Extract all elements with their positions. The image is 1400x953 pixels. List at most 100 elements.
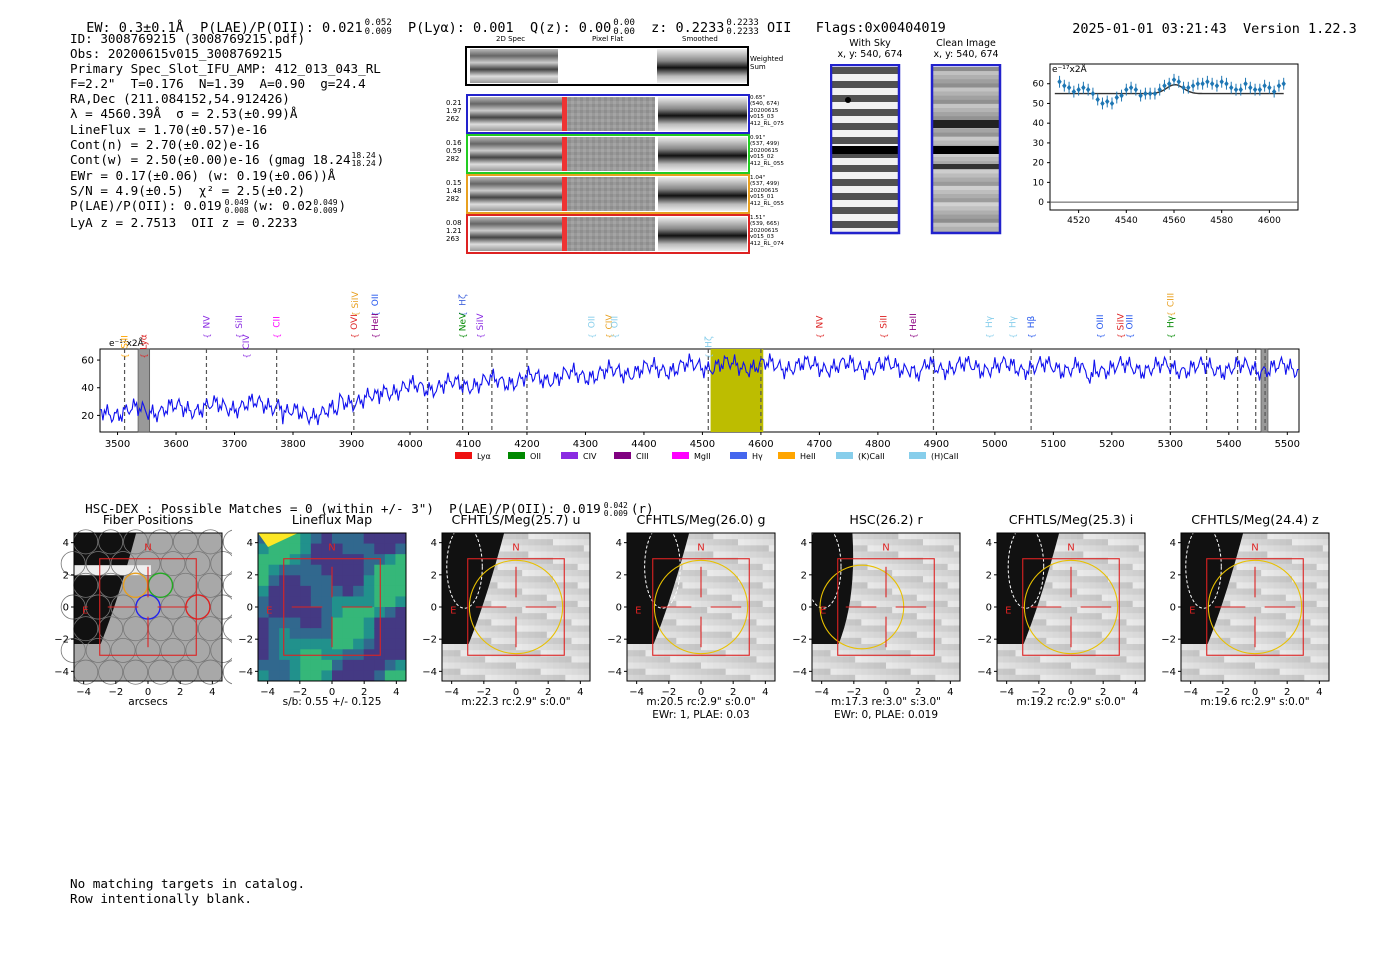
zoom-data-point bbox=[1152, 90, 1158, 97]
hsc-band: (r) bbox=[630, 501, 654, 516]
panel-ytick: 0 bbox=[616, 603, 622, 614]
cutout-meta: 1.51" bbox=[750, 215, 766, 221]
spectrum-line-brace: { bbox=[815, 333, 824, 338]
info-plae-w: (w: 0.02 bbox=[251, 198, 313, 214]
cutout-row bbox=[466, 174, 750, 214]
north-label: N bbox=[1067, 543, 1074, 554]
info-plae-w-sup: 0.049 bbox=[313, 197, 338, 207]
info-lambda: λ = 4560.39Å σ = 2.53(±0.99)Å bbox=[70, 106, 298, 122]
panel-xtick: 4 bbox=[762, 687, 768, 698]
east-label: E bbox=[1005, 605, 1011, 616]
info-contw-close: ) bbox=[376, 151, 385, 167]
panel-image: N E −4 −4 −2 −2 0 0 2 2 4 4 bbox=[1161, 529, 1330, 698]
cutout-meta: 20200615 bbox=[750, 147, 779, 154]
panel-image: N E −4 −4 −2 −2 0 0 2 2 4 4 bbox=[422, 529, 591, 698]
zoom-xtick: 4520 bbox=[1067, 216, 1090, 226]
panel-ytick: 4 bbox=[616, 538, 622, 549]
panel-xtick: −2 bbox=[846, 687, 861, 698]
cutout-row bbox=[466, 214, 750, 254]
panel-xtick: 2 bbox=[1100, 687, 1106, 698]
spectrum-line-brace: { bbox=[1008, 333, 1017, 338]
panel-ytick: −2 bbox=[422, 635, 437, 646]
header-timestamp: 2025-01-01 03:21:43 bbox=[1072, 21, 1227, 37]
panel-title: Lineflux Map bbox=[291, 512, 373, 527]
cutout-stat: 282 bbox=[446, 195, 460, 203]
zoom-data-point bbox=[1176, 78, 1181, 85]
cutout-meta: v015_02 bbox=[750, 154, 774, 161]
panel-xtick: 2 bbox=[177, 687, 183, 698]
panel-ytick: 2 bbox=[616, 570, 622, 581]
panel-xtick: 0 bbox=[329, 687, 335, 698]
spectrum-gray-band bbox=[137, 348, 151, 433]
panel-ytick: 2 bbox=[247, 570, 253, 581]
spectrum-ytick: 60 bbox=[81, 356, 94, 367]
legend-swatch bbox=[508, 452, 525, 459]
zoom-data-point bbox=[1162, 82, 1167, 89]
cutout-col-smooth: Smoothed bbox=[682, 35, 718, 43]
panel-ytick: −4 bbox=[792, 667, 807, 678]
spectrum-line-label: SiIV bbox=[476, 313, 486, 331]
info-plae-sub: 0.008 bbox=[224, 205, 249, 215]
header-z-sup: 0.2233 bbox=[726, 18, 759, 28]
spectrum-line-label: SiIV bbox=[1117, 313, 1127, 331]
panel-xtick: 0 bbox=[883, 687, 889, 698]
spectrum-line-label: CIV bbox=[242, 334, 252, 350]
spectrum-line-brace: { bbox=[1117, 333, 1126, 338]
weighted-sum-cutout bbox=[465, 46, 749, 86]
info-contw-sub: 18.24 bbox=[351, 159, 376, 169]
panel-ytick: 2 bbox=[986, 570, 992, 581]
panel-caption: arcsecs bbox=[128, 696, 168, 708]
spectrum-line-label: OII bbox=[587, 316, 597, 328]
panel-xtick: −4 bbox=[814, 687, 829, 698]
spectrum-xtick: 5100 bbox=[1041, 439, 1066, 450]
panel-title: HSC(26.2) r bbox=[849, 512, 923, 527]
zoom-ytick: 40 bbox=[1033, 119, 1045, 129]
cutout-stat: 262 bbox=[446, 115, 460, 123]
north-label: N bbox=[1251, 543, 1258, 554]
cutout-meta: (539, 665) bbox=[750, 221, 780, 228]
spectrum-line-brace: { bbox=[273, 333, 282, 338]
panel-xtick: −2 bbox=[1031, 687, 1046, 698]
zoom-data-point bbox=[1190, 82, 1196, 89]
legend-label: MgII bbox=[694, 452, 711, 461]
spectrum-line-brace: { bbox=[235, 333, 244, 338]
north-label: N bbox=[697, 543, 704, 554]
spectrum-line-label: SiII bbox=[235, 315, 245, 329]
legend-label: CIV bbox=[583, 452, 597, 461]
weighted-sum-label: Weighted Sum bbox=[750, 55, 784, 71]
zoom-xtick: 4600 bbox=[1258, 216, 1281, 226]
panel-caption: m:19.6 rc:2.9" s:0.0" bbox=[1200, 696, 1310, 708]
panel-xtick: −2 bbox=[661, 687, 676, 698]
panel-xtick: −2 bbox=[108, 687, 123, 698]
panel-xtick: 0 bbox=[1068, 687, 1074, 698]
aperture-circle bbox=[1023, 559, 1119, 655]
info-contw-sup: 18.24 bbox=[351, 151, 376, 161]
north-label: N bbox=[882, 543, 889, 554]
hsc-title-text: HSC-DEX : Possible Matches = 0 (within +… bbox=[85, 501, 601, 516]
spectrum-line-label: SiII bbox=[121, 335, 131, 349]
panel-xtick: 0 bbox=[513, 687, 519, 698]
info-plae-w-sub: 0.009 bbox=[313, 205, 338, 215]
zoom-ytick: 60 bbox=[1033, 80, 1045, 90]
spectrum-line-brace: { bbox=[880, 333, 889, 338]
spectrum-xtick: 5500 bbox=[1275, 439, 1300, 450]
panel-ytick: −2 bbox=[977, 635, 992, 646]
panel-ytick: −4 bbox=[54, 667, 69, 678]
cutout-stat: 1.48 bbox=[446, 187, 462, 195]
panel-xtick: 0 bbox=[698, 687, 704, 698]
galaxy-blob bbox=[812, 533, 854, 644]
zoom-ytick: 10 bbox=[1033, 178, 1045, 188]
cutout-stat: 0.08 bbox=[446, 219, 462, 227]
info-plae-close: ) bbox=[338, 198, 347, 214]
footer-line-2: Row intentionally blank. bbox=[70, 891, 252, 906]
info-obs: Obs: 20200615v015_3008769215 bbox=[70, 46, 283, 62]
spectrum-line-brace: { bbox=[459, 333, 468, 338]
cutout-stat: 0.16 bbox=[446, 139, 462, 147]
spectrum-line-label: Hζ bbox=[704, 336, 714, 348]
search-box bbox=[837, 558, 935, 656]
panel-ytick: 0 bbox=[986, 603, 992, 614]
panel-ytick: −4 bbox=[238, 667, 253, 678]
zoom-data-point bbox=[1238, 86, 1243, 93]
cutout-meta: 412_RL_055 bbox=[750, 160, 784, 167]
panel-ytick: 0 bbox=[1170, 603, 1176, 614]
